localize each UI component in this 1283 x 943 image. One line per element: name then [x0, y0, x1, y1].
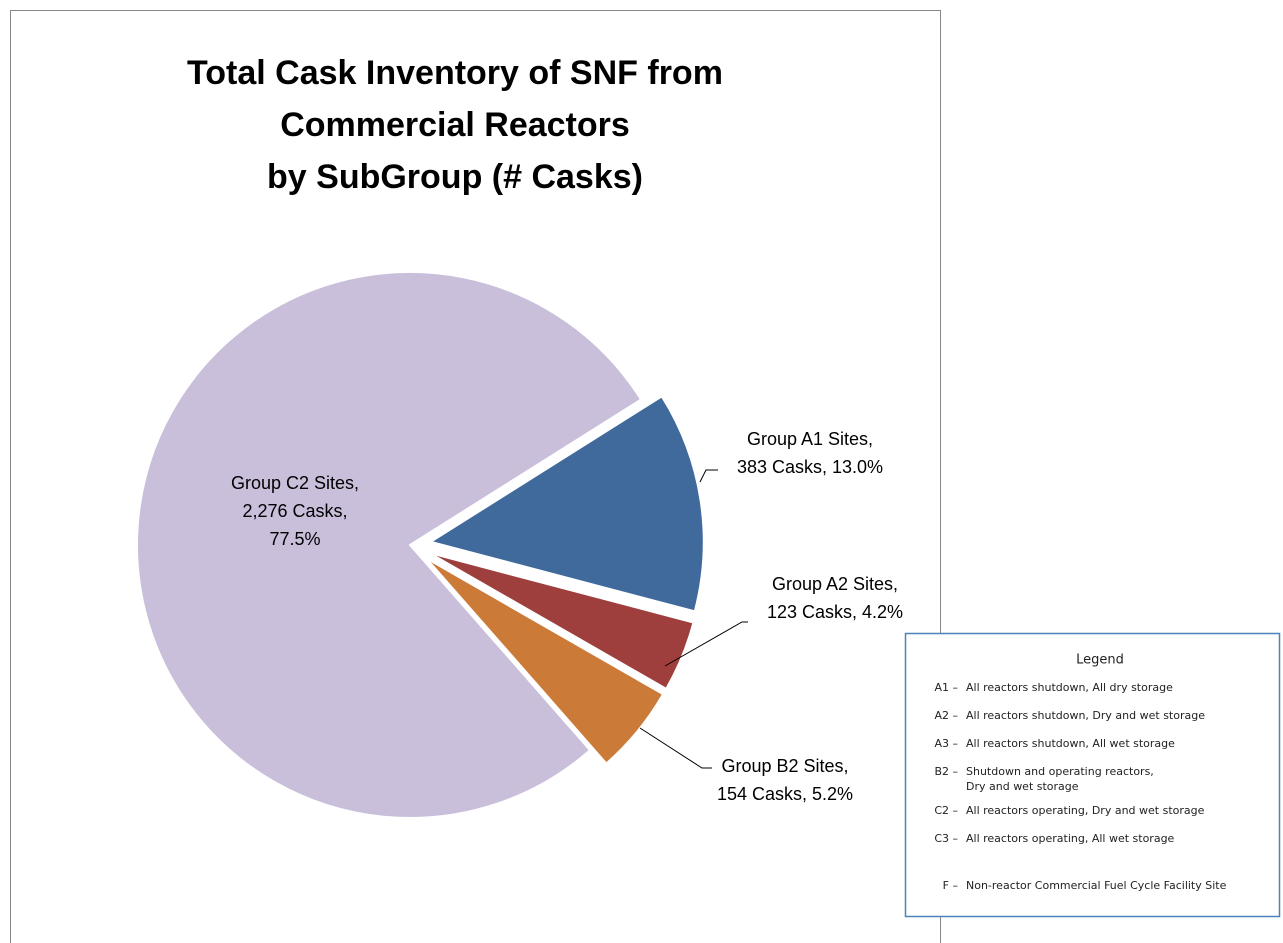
chart-title: by SubGroup (# Casks)	[267, 158, 643, 196]
leader-line	[639, 727, 712, 769]
legend-text: Shutdown and operating reactors,	[966, 765, 1154, 778]
pie	[136, 271, 705, 819]
data-label: Group A1 Sites,	[747, 429, 873, 449]
pie-slice	[425, 557, 665, 765]
leader-line	[699, 469, 718, 483]
legend-text: All reactors shutdown, All dry storage	[966, 681, 1173, 694]
legend-text: All reactors operating, Dry and wet stor…	[966, 804, 1205, 817]
legend-text: All reactors shutdown, All wet storage	[966, 737, 1175, 750]
pie-slice	[428, 394, 705, 613]
legend-title: Legend	[1076, 653, 1124, 668]
data-label: Group B2 Sites,	[721, 756, 848, 776]
chart-title: Commercial Reactors	[280, 106, 630, 144]
legend-code: A1 –	[934, 681, 958, 694]
data-label: 2,276 Casks,	[242, 501, 347, 521]
data-label: 123 Casks, 4.2%	[767, 602, 903, 622]
legend-code: A3 –	[934, 737, 958, 750]
chart-title: Total Cask Inventory of SNF from	[187, 54, 723, 92]
legend-text: All reactors shutdown, Dry and wet stora…	[966, 709, 1205, 722]
legend-code: B2 –	[934, 765, 958, 778]
data-label: 154 Casks, 5.2%	[717, 784, 853, 804]
leader-line	[664, 621, 748, 667]
data-label: Group C2 Sites,	[231, 473, 359, 493]
data-labels: Group A1 Sites, 383 Casks, 13.0% Group A2 …	[231, 429, 903, 804]
legend-text: Dry and wet storage	[966, 780, 1079, 793]
data-label: 383 Casks, 13.0%	[737, 457, 883, 477]
legend-box	[904, 632, 1281, 918]
legend-text: All reactors operating, All wet storage	[966, 832, 1175, 845]
legend-code: F –	[943, 879, 958, 892]
legend-code: C2 –	[934, 804, 958, 817]
legend-text: Non-reactor Commercial Fuel Cycle Facili…	[966, 879, 1227, 892]
legend-code: A2 –	[934, 709, 958, 722]
data-label: 77.5%	[269, 529, 320, 549]
legend: Legend A1 – All reactors shutdown, All dry…	[934, 653, 1226, 893]
pie-slice	[136, 271, 643, 819]
legend-code: C3 –	[934, 832, 958, 845]
data-label: Group A2 Sites,	[772, 574, 898, 594]
